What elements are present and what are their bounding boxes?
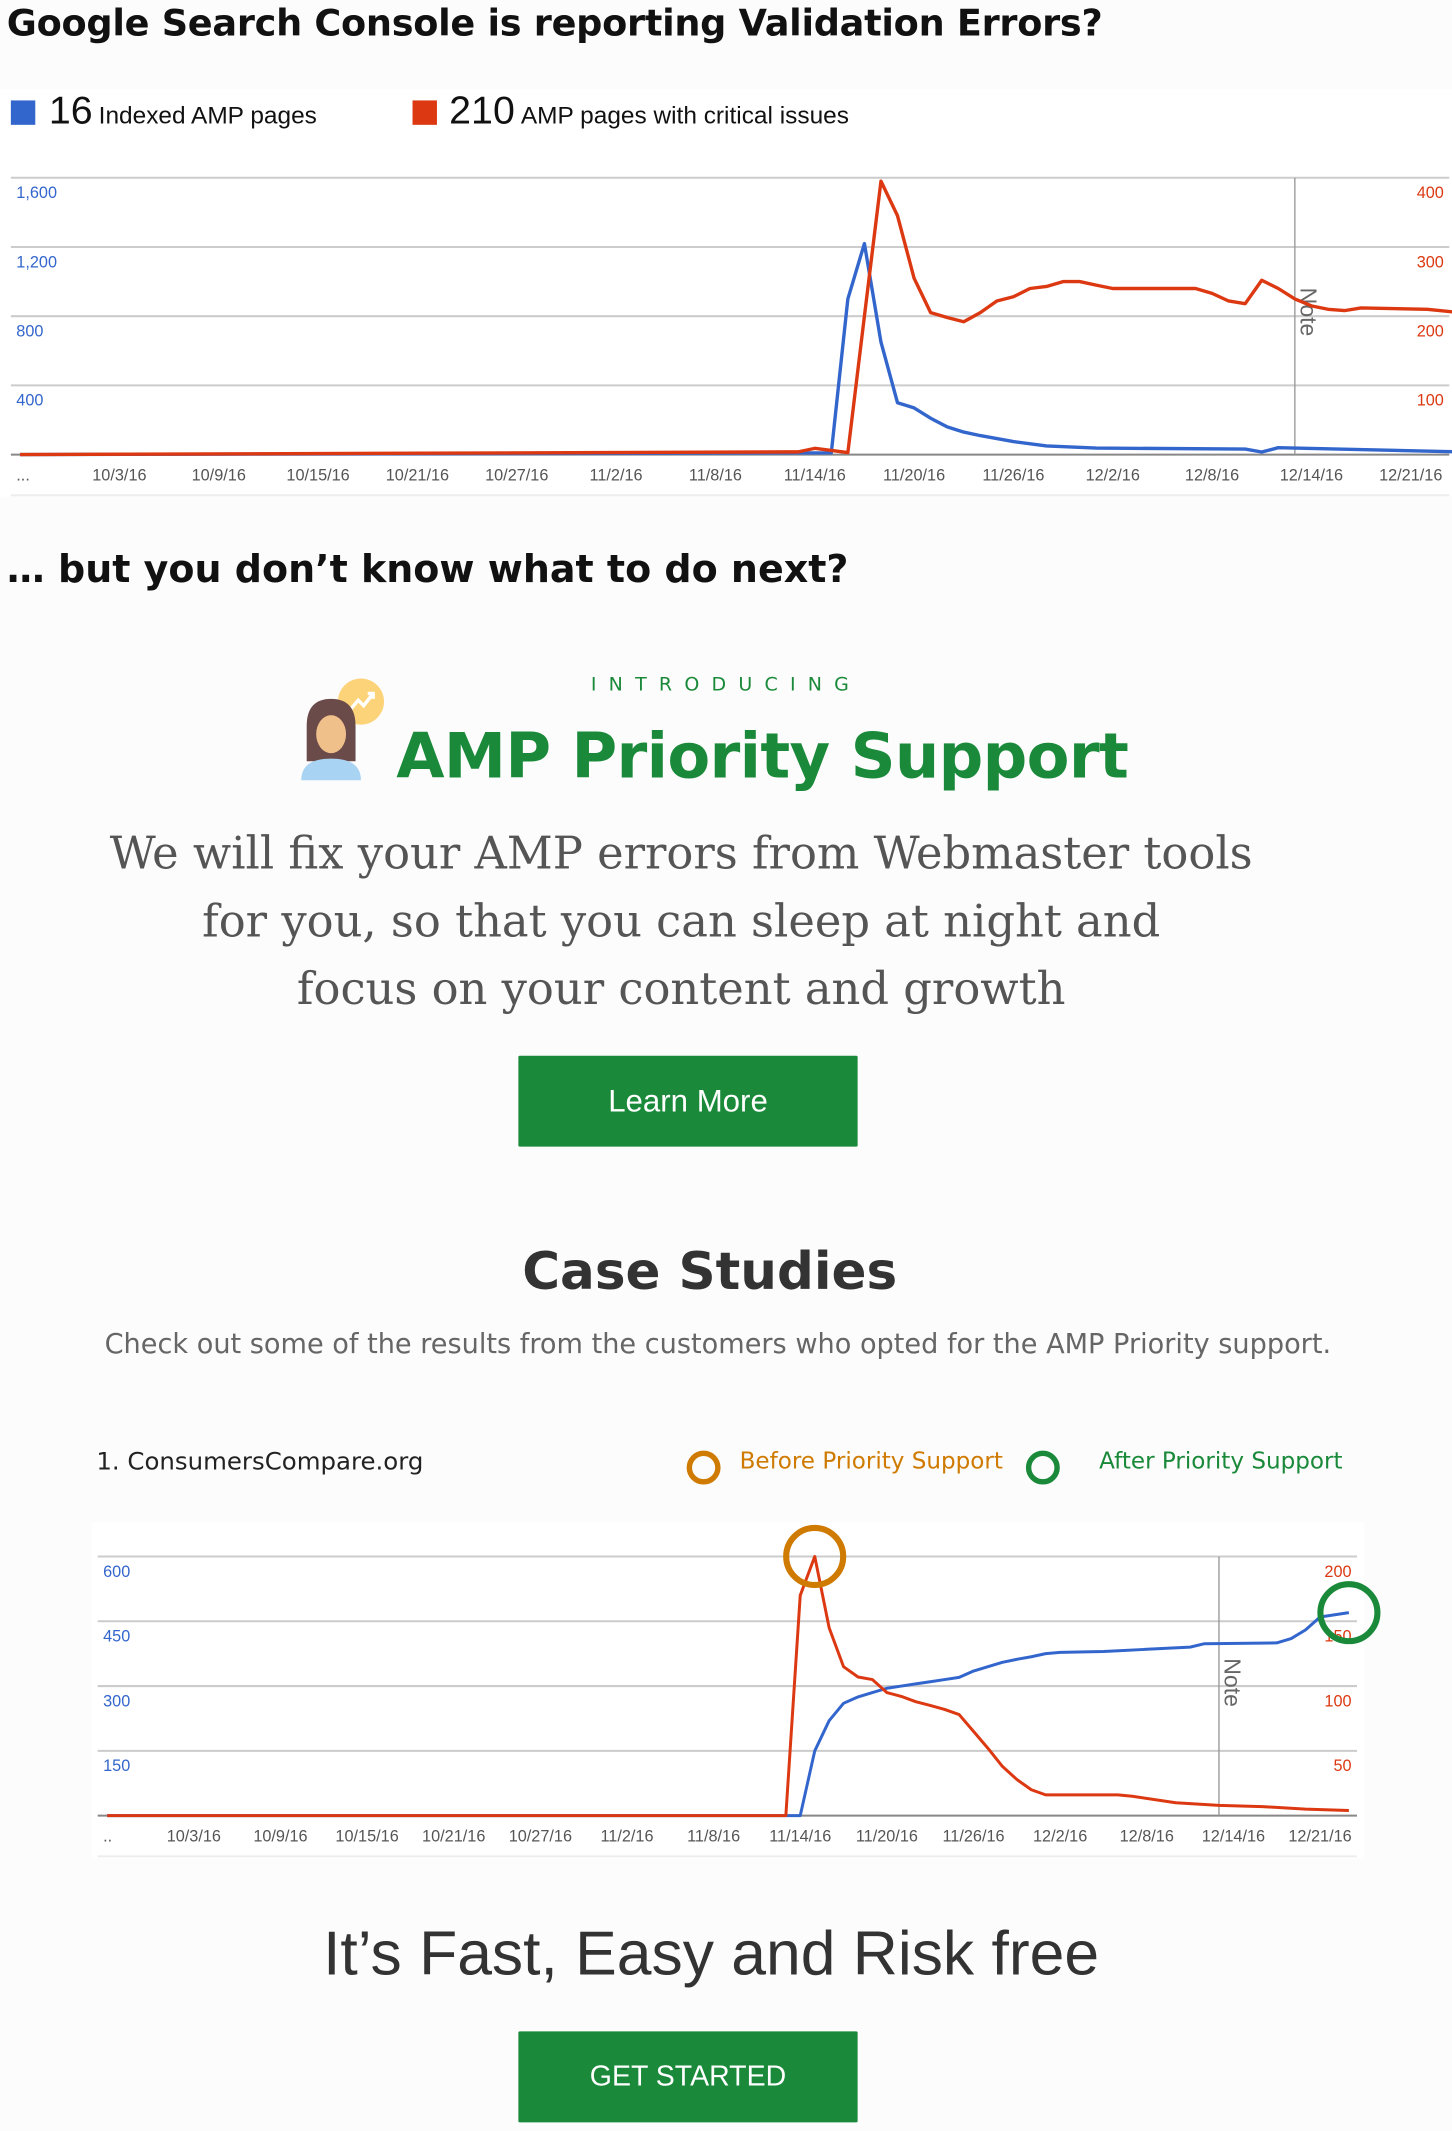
get-started-button[interactable]: GET STARTED [518,2031,858,2123]
x-tick: ... [16,466,30,484]
promo-body-line: for you, so that you can sleep at night … [202,894,1161,948]
support-agent-icon [301,678,385,781]
y-left-tick: 1,200 [16,253,57,271]
legend-swatch-blue [10,100,36,125]
y-right-tick: 300 [1417,253,1444,271]
annotation-ring [1317,1581,1381,1645]
learn-more-button[interactable]: Learn More [518,1055,858,1147]
x-tick: 10/27/16 [485,466,548,484]
closing-title: It’s Fast, Easy and Risk free [323,1917,1100,1989]
x-tick: 11/26/16 [982,466,1044,484]
x-tick: 10/3/16 [92,466,146,484]
x-tick: 12/8/16 [1185,466,1239,484]
legend-swatch-red [412,100,437,125]
case-studies-subtitle: Check out some of the results from the c… [104,1327,1332,1360]
x-tick: 12/21/16 [1288,1827,1351,1845]
legend-after: After Priority Support [1099,1447,1343,1476]
series-line-left [20,241,1452,457]
chart-search-console: 1,600 400 1,200 300 800 200 400 100... 10/3/16 10… [10,176,1452,497]
series-line-right [20,179,1452,457]
x-tick: 11/26/16 [942,1827,1004,1845]
x-tick: 11/14/16 [784,466,846,484]
legend-count: 16 [48,89,93,133]
y-left-tick: 800 [16,323,43,341]
y-left-tick: 150 [103,1757,130,1775]
y-right-tick: 200 [1324,1563,1351,1581]
legend-label: Indexed AMP pages [98,101,317,129]
before-ring-icon [686,1450,721,1485]
promo-body: We will fix your AMP errors from Webmast… [0,820,1362,1024]
series-line-left [107,1611,1350,1818]
promo-body-line: We will fix your AMP errors from Webmast… [109,826,1253,880]
subheadline: … but you don’t know what to do next? [6,546,849,592]
y-right-tick: 100 [1417,392,1444,410]
x-tick: 12/21/16 [1379,466,1442,484]
eyebrow: INTRODUCING [590,674,862,697]
y-right-tick: 200 [1417,323,1444,341]
x-tick: 10/15/16 [335,1827,398,1845]
x-tick: 10/9/16 [192,466,246,484]
x-tick: 11/20/16 [883,466,945,484]
note-label: Note [1219,1658,1245,1707]
x-tick: 10/9/16 [253,1827,307,1845]
note-label: Note [1295,288,1321,337]
x-tick: 11/20/16 [856,1827,918,1845]
legend-before: Before Priority Support [739,1447,1003,1476]
x-tick: 12/8/16 [1120,1827,1174,1845]
promo-title: AMP Priority Support [396,719,1129,793]
x-tick: 12/2/16 [1086,466,1140,484]
x-tick: 11/8/16 [689,466,742,484]
y-right-tick: 400 [1417,184,1444,202]
headline: Google Search Console is reporting Valid… [6,2,1103,45]
y-left-tick: 600 [103,1563,130,1581]
x-tick: 10/15/16 [286,466,349,484]
y-left-tick: 450 [103,1628,130,1646]
y-left-tick: 400 [16,392,43,410]
y-right-tick: 50 [1333,1757,1351,1775]
x-tick: 11/14/16 [769,1827,831,1845]
x-tick: 10/3/16 [167,1827,221,1845]
case-study-title: 1. ConsumersCompare.org [96,1447,424,1477]
annotation-ring [783,1524,847,1589]
x-tick: 12/14/16 [1280,466,1343,484]
y-left-tick: 300 [103,1692,130,1710]
x-tick: .. [103,1827,112,1845]
case-studies-title: Case Studies [522,1241,898,1302]
x-tick: 12/14/16 [1202,1827,1265,1845]
legend-count: 210 [449,89,515,133]
x-tick: 11/8/16 [687,1827,740,1845]
chart-panel-2 [92,1522,1364,1860]
after-ring-icon [1025,1450,1060,1485]
promo-body-line: focus on your content and growth [296,962,1066,1016]
x-tick: 11/2/16 [600,1827,653,1845]
x-tick: 10/21/16 [386,466,449,484]
x-tick: 10/21/16 [422,1827,485,1845]
y-right-tick: 100 [1324,1692,1351,1710]
series-line-right [107,1554,1349,1818]
x-tick: 10/27/16 [509,1827,572,1845]
legend-indexed: 16 Indexed AMP pages [10,89,317,135]
legend-critical: 210 AMP pages with critical issues [412,89,849,135]
x-tick: 12/2/16 [1033,1827,1087,1845]
x-tick: 11/2/16 [590,466,643,484]
legend-label: AMP pages with critical issues [520,101,849,129]
y-left-tick: 1,600 [16,184,57,202]
